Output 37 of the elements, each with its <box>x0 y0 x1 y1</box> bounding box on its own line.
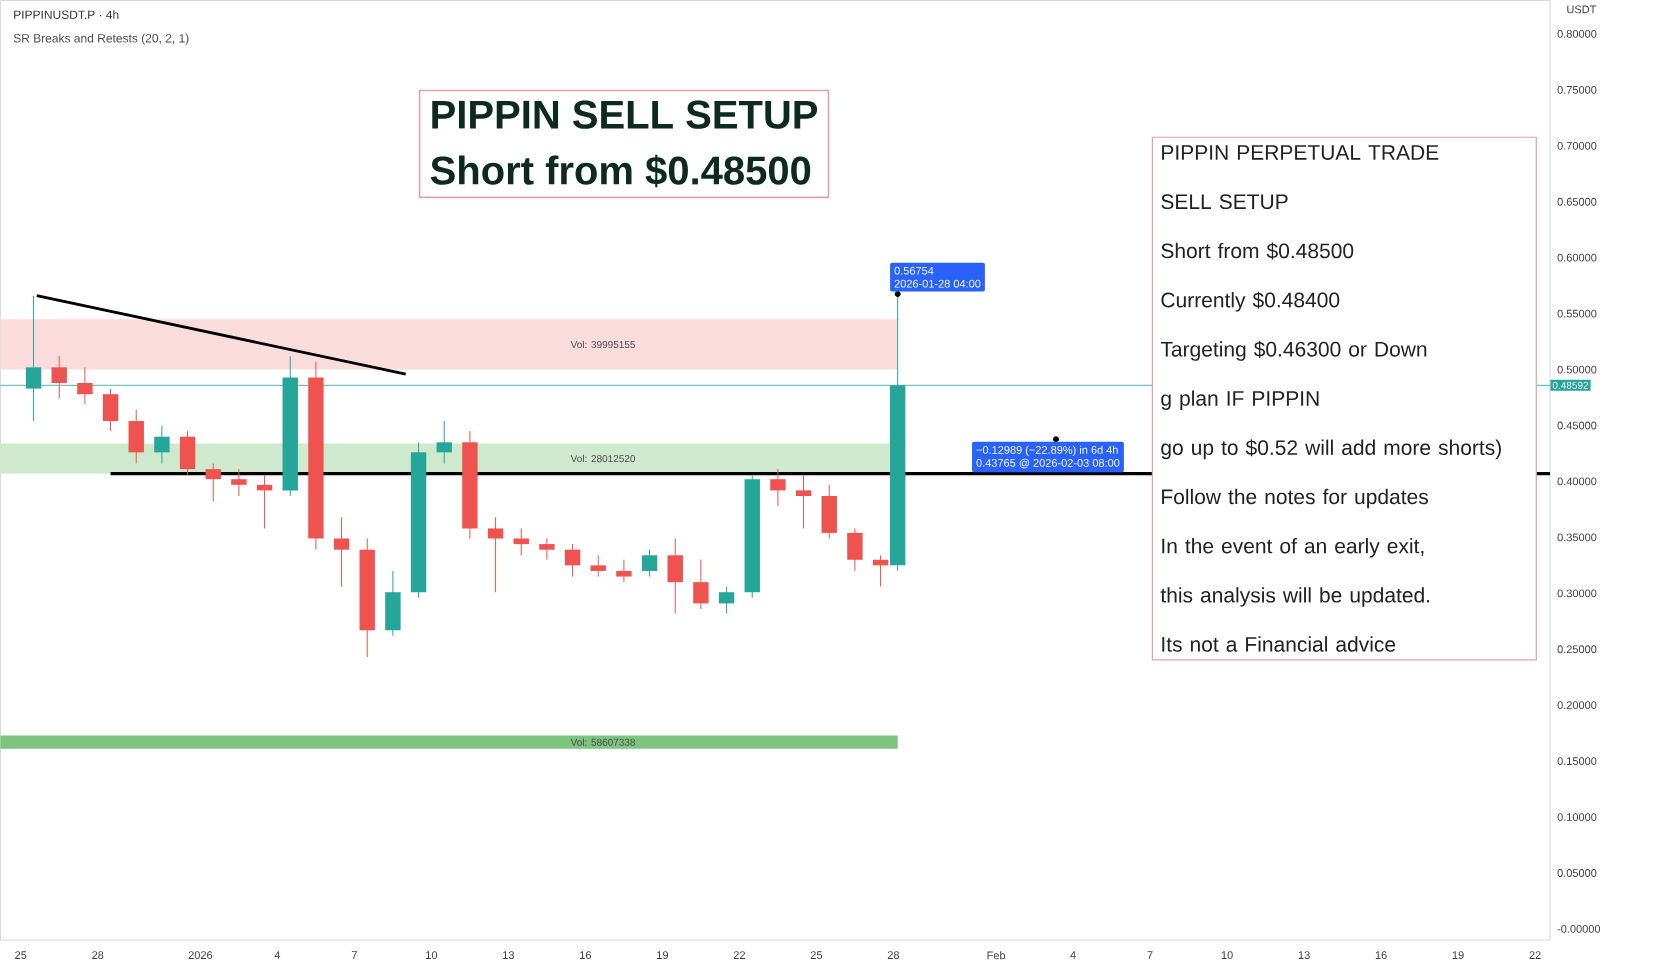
candlestick <box>718 586 735 614</box>
candlestick <box>154 424 170 464</box>
candlestick <box>51 355 67 400</box>
candlestick <box>770 468 786 507</box>
candlestick <box>539 537 555 561</box>
candlestick <box>590 554 606 577</box>
candlestick <box>821 484 837 539</box>
candlestick <box>487 516 504 593</box>
candlestick <box>667 537 683 614</box>
candlestick <box>333 516 350 588</box>
annotation: this analysis will be updated. <box>1160 587 1430 607</box>
candlestick <box>77 366 93 405</box>
candlestick <box>179 430 196 476</box>
candlestick <box>795 474 812 529</box>
candlestick <box>616 559 632 583</box>
candlestick <box>847 527 863 572</box>
candlestick <box>385 570 401 637</box>
annotation: Short from $0.48500 <box>1161 242 1354 260</box>
annotation: SELL SETUP <box>1161 194 1288 210</box>
candlestick <box>231 468 247 497</box>
annotation: PIPPIN SELL SETUP <box>432 100 818 129</box>
candlestick <box>102 388 119 432</box>
annotation: Its not a Financial advice <box>1162 636 1396 652</box>
annotation: In the event of an early exit, <box>1162 537 1424 558</box>
candlestick <box>564 543 581 577</box>
candlestick <box>436 420 452 464</box>
candlestick <box>641 549 658 577</box>
annotation: PIPPIN PERPETUAL TRADE <box>1162 145 1439 160</box>
annotation: go up to $0.52 will add more shorts) <box>1161 439 1501 460</box>
candlestick <box>205 462 221 503</box>
annotation: Follow the notes for updates <box>1162 488 1428 509</box>
annotation: Short from $0.48500 <box>430 154 811 188</box>
annotation: Targeting $0.46300 or Down <box>1160 340 1427 361</box>
candlestick <box>693 559 709 610</box>
annotation: g plan IF PIPPIN <box>1161 390 1319 410</box>
candlestick <box>128 409 144 464</box>
annotation: Currently $0.48400 <box>1161 291 1340 312</box>
